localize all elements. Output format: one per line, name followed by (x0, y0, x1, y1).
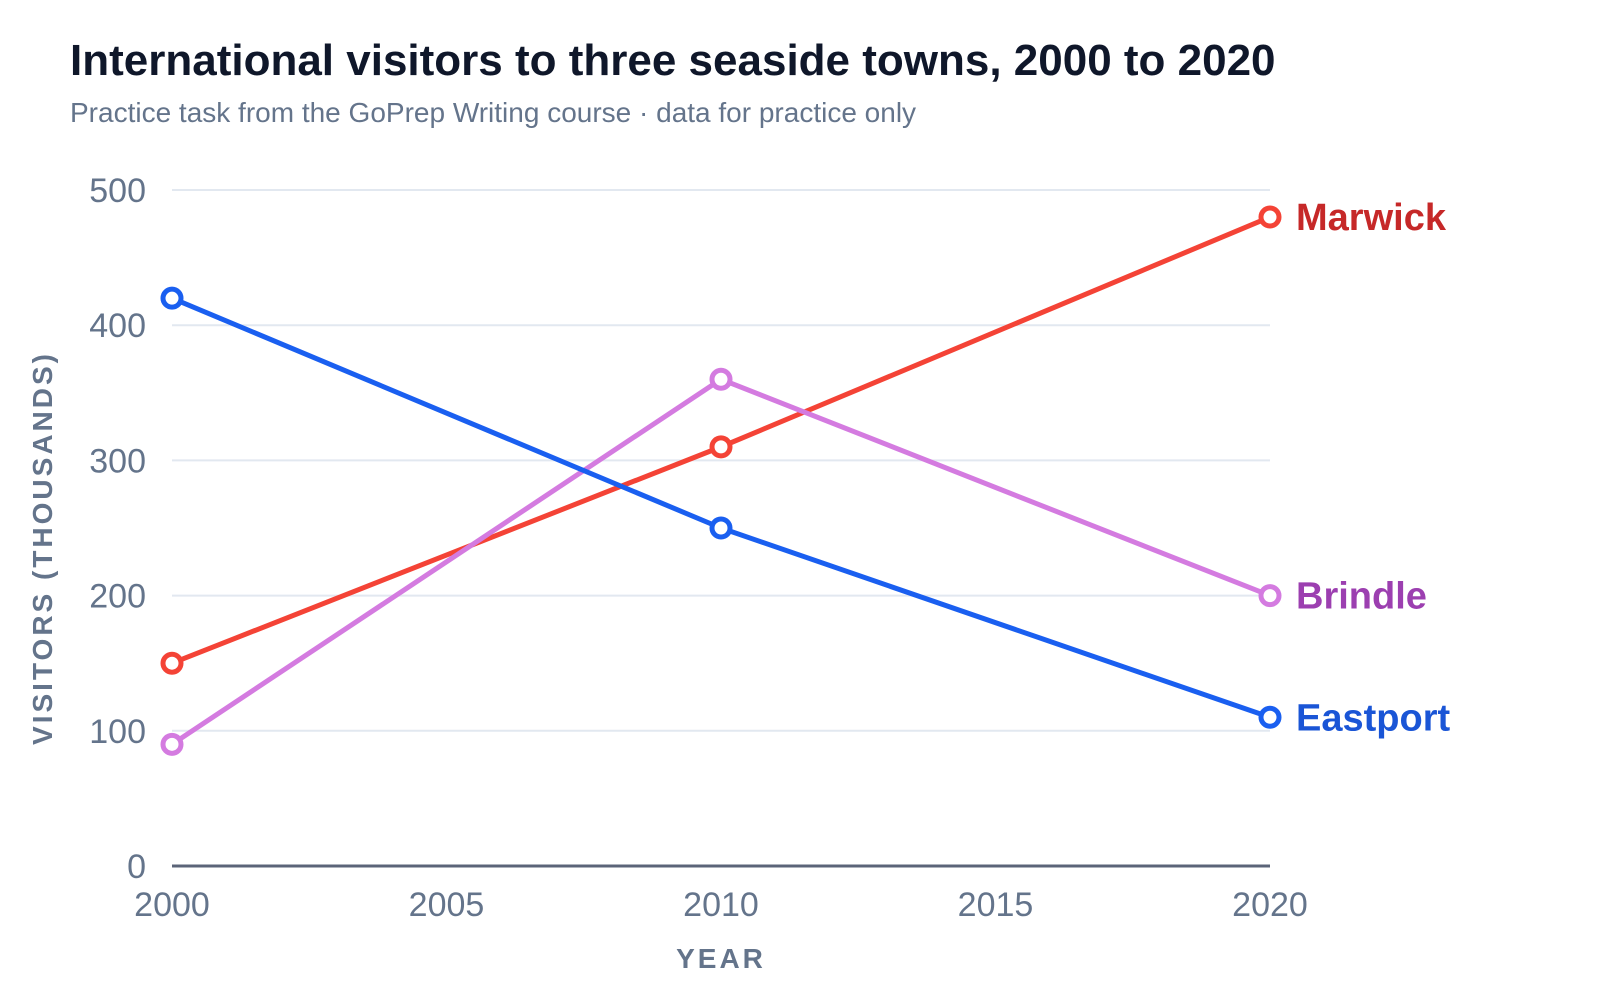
x-axis-title: YEAR (676, 943, 766, 974)
data-point-eastport (1258, 705, 1282, 729)
y-tick-label: 500 (89, 172, 146, 210)
series-marwick (160, 205, 1282, 675)
labels: 0 100 200 300 400 500 2000 2005 2010 2015 2020 Marw… (89, 172, 1450, 924)
series-label-brindle: Brindle (1296, 576, 1427, 618)
x-tick-label: 2020 (1232, 886, 1308, 924)
data-point-brindle (160, 732, 184, 756)
x-tick-label: 2010 (683, 886, 759, 924)
y-tick-label: 200 (89, 578, 146, 616)
chart-title: International visitors to three seaside … (70, 36, 1276, 85)
data-point-marwick (709, 435, 733, 459)
chart-subtitle: Practice task from the GoPrep Writing co… (70, 97, 917, 128)
series-line-eastport (169, 295, 1273, 720)
y-tick-label: 0 (127, 848, 146, 886)
data-point-marwick (160, 651, 184, 675)
x-tick-label: 2000 (134, 886, 210, 924)
y-tick-label: 300 (89, 442, 146, 480)
x-tick-label: 2015 (958, 886, 1034, 924)
series-line-brindle (169, 376, 1273, 747)
data-point-eastport (709, 516, 733, 540)
series-brindle (160, 367, 1282, 756)
series-label-eastport: Eastport (1296, 697, 1450, 739)
data-point-brindle (1258, 584, 1282, 608)
y-tick-label: 400 (89, 307, 146, 345)
data-point-eastport (160, 286, 184, 310)
x-tick-label: 2005 (409, 886, 485, 924)
y-axis-title: VISITORS (THOUSANDS) (27, 351, 58, 745)
y-tick-label: 100 (89, 713, 146, 751)
series-eastport (160, 286, 1282, 729)
data-point-brindle (709, 367, 733, 391)
grid-lines (172, 189, 1270, 732)
series-label-marwick: Marwick (1296, 197, 1447, 239)
data-point-marwick (1258, 205, 1282, 229)
series-lines (160, 205, 1282, 756)
